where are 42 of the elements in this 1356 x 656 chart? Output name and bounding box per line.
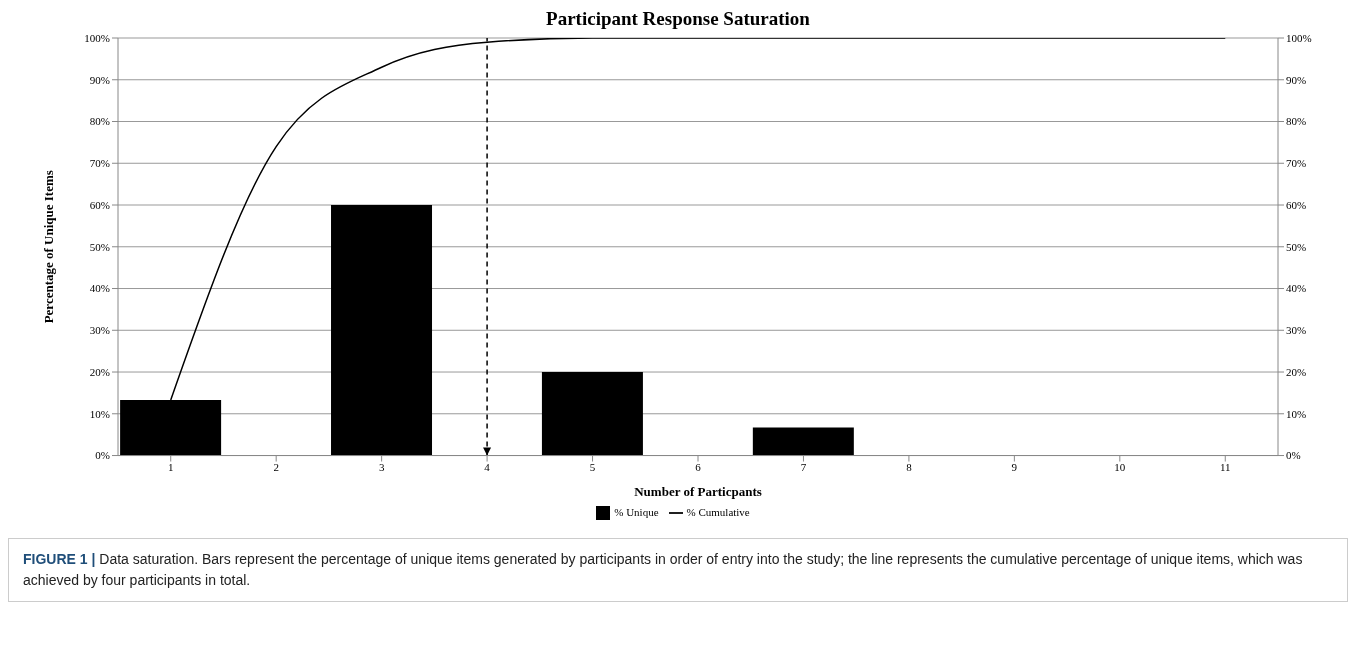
y2-tick-label: 70% [1286, 157, 1307, 170]
bar [331, 205, 433, 456]
y-tick-label: 0% [95, 449, 110, 462]
x-tick-label: 7 [800, 461, 807, 474]
x-tick-label: 4 [484, 461, 491, 474]
y2-tick-label: 80% [1286, 115, 1307, 128]
y-axis-title: Percentage of Unique Items [40, 170, 56, 324]
y2-tick-label: 90% [1286, 73, 1307, 86]
x-tick-label: 9 [1011, 461, 1018, 474]
y-tick-label: 90% [89, 73, 110, 86]
y-tick-label: 10% [89, 407, 110, 420]
bar [752, 427, 854, 456]
y2-tick-label: 50% [1286, 240, 1307, 253]
x-tick-label: 8 [906, 461, 913, 474]
y-tick-label: 70% [89, 157, 110, 170]
y2-tick-label: 40% [1286, 282, 1307, 295]
y2-tick-label: 0% [1286, 449, 1301, 462]
x-tick-label: 5 [589, 461, 596, 474]
legend-label: % Unique [614, 505, 659, 518]
x-axis-title: Number of Particpants [634, 483, 762, 499]
caption: FIGURE 1 | Data saturation. Bars represent the percentage of unique items generated by participants in order of entry into the study; the line represents the cumulative percentage of unique items, which was achieved by four participants in total. [8, 538, 1348, 602]
y-tick-label: 60% [89, 198, 110, 211]
y-tick-label: 50% [89, 240, 110, 253]
x-tick-label: 1 [167, 461, 174, 474]
y2-tick-label: 100% [1286, 31, 1312, 44]
y2-tick-label: 60% [1286, 198, 1307, 211]
y-tick-label: 40% [89, 282, 110, 295]
y2-tick-label: 20% [1286, 365, 1307, 378]
legend-label: % Cumulative [686, 505, 750, 518]
y-tick-label: 80% [89, 115, 110, 128]
x-tick-label: 3 [378, 461, 385, 474]
y-tick-label: 20% [89, 365, 110, 378]
y2-tick-label: 30% [1286, 324, 1307, 337]
bar [541, 372, 643, 456]
x-tick-label: 2 [273, 461, 279, 474]
chart-title: Participant Response Saturation [545, 8, 811, 30]
x-tick-label: 11 [1219, 461, 1231, 474]
y-tick-label: 30% [89, 324, 110, 337]
y2-tick-label: 10% [1286, 407, 1307, 420]
y-tick-label: 100% [84, 31, 110, 44]
x-tick-label: 6 [695, 461, 702, 474]
x-tick-label: 10 [1114, 461, 1126, 474]
